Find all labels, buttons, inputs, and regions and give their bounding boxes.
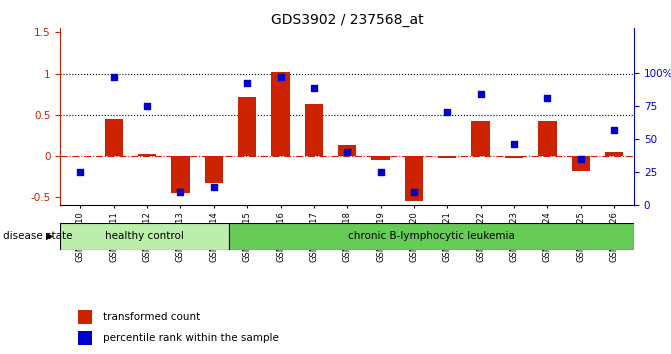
Point [275,74,286,79]
Bar [538,121,556,156]
Bar [338,145,356,156]
Point [475,91,486,97]
Bar [229,223,634,250]
Point [109,74,119,79]
Point [242,80,252,86]
Bar [372,156,390,160]
Point [609,127,619,132]
Bar [605,152,623,156]
Bar [138,154,156,156]
Point [509,141,519,147]
Point [209,184,219,189]
Text: chronic B-lymphocytic leukemia: chronic B-lymphocytic leukemia [348,231,515,241]
Point [575,156,586,162]
Bar [438,156,456,158]
Bar [238,97,256,156]
Point [142,103,152,109]
Bar [305,104,323,156]
Bar [572,156,590,171]
Text: ▶: ▶ [46,231,53,241]
Bar [78,331,92,345]
Point [375,169,386,175]
Bar [105,119,123,156]
Bar [171,156,190,193]
Bar [505,156,523,158]
Text: healthy control: healthy control [105,231,185,241]
Bar [60,223,229,250]
Point [442,109,453,115]
Point [342,149,353,155]
Bar [271,72,290,156]
Bar [205,156,223,183]
Point [409,189,419,195]
Text: transformed count: transformed count [103,312,201,322]
Title: GDS3902 / 237568_at: GDS3902 / 237568_at [271,13,423,27]
Point [309,86,319,91]
Bar [78,310,92,324]
Bar [472,120,490,156]
Point [75,169,86,175]
Bar [405,156,423,201]
Point [175,189,186,195]
Point [542,95,553,101]
Text: disease state: disease state [3,231,73,241]
Text: percentile rank within the sample: percentile rank within the sample [103,333,279,343]
